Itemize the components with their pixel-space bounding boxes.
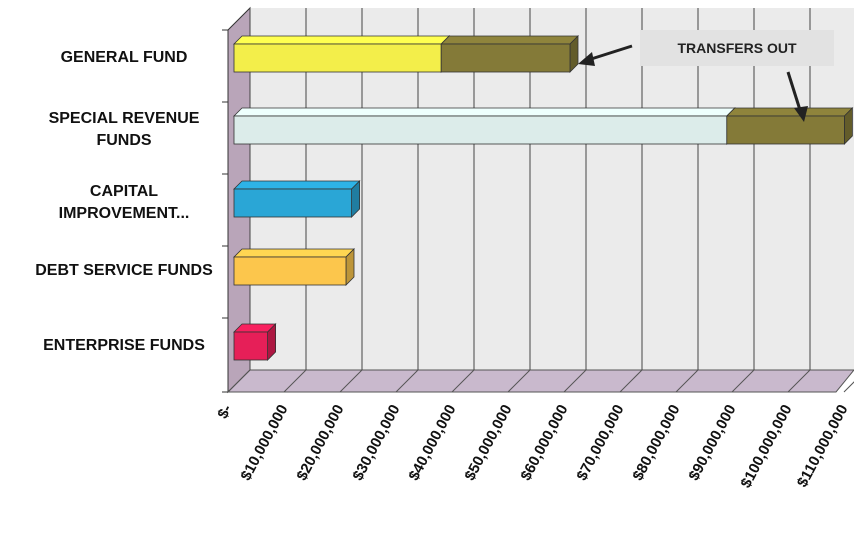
x-tick-label: $20,000,000: [293, 402, 347, 484]
floor-grid-line: [619, 369, 643, 393]
bar-top: [440, 35, 579, 45]
floor-grid-line: [731, 369, 755, 393]
x-tick-label: $110,000,000: [794, 402, 852, 490]
x-tick-label: $-: [214, 402, 235, 422]
arrowhead: [794, 106, 808, 122]
bar: [440, 43, 571, 73]
bar: [726, 115, 845, 145]
bar-top: [233, 107, 736, 117]
floor-grid-line: [227, 369, 251, 393]
floor: [226, 369, 854, 393]
x-tick-label: $90,000,000: [685, 402, 739, 484]
x-tick-label: $60,000,000: [517, 402, 571, 484]
bar: [233, 115, 728, 145]
category-label: GENERAL FUND: [60, 49, 188, 66]
arrowhead: [578, 52, 595, 66]
floor-grid-line: [451, 369, 475, 393]
bar-top: [725, 107, 854, 117]
x-tick-label: $100,000,000: [737, 402, 795, 491]
bar-top: [233, 180, 361, 190]
x-tick-label: $40,000,000: [405, 402, 459, 484]
bars: [233, 35, 854, 361]
floor-grid-line: [339, 369, 363, 393]
x-tick-label: $30,000,000: [349, 402, 403, 484]
bar: [233, 43, 442, 73]
annotation-text: TRANSFERS OUT: [678, 40, 797, 56]
annotation-box: [640, 30, 834, 66]
arrow: [587, 44, 633, 62]
x-tick-label: $70,000,000: [573, 402, 627, 484]
floor-grid-line: [395, 369, 419, 393]
x-tick-label: $10,000,000: [237, 402, 291, 484]
bar: [233, 256, 347, 286]
bar: [233, 188, 352, 218]
floor-grid-line: [787, 369, 811, 393]
floor-grid-line: [675, 369, 699, 393]
category-label: ENTERPRISE FUNDS: [43, 337, 205, 354]
x-ticks: $- $10,000,000 $20,000,000 $30,000,000 $40,0…: [214, 402, 851, 491]
bar: [233, 331, 268, 361]
floor-grid-line: [843, 381, 854, 393]
floor-grid-line: [563, 369, 587, 393]
x-tick-label: $80,000,000: [629, 402, 683, 484]
floor-grid-line: [283, 369, 307, 393]
category-label: CAPITAL IMPROVEMENT...: [58, 183, 190, 222]
category-label: DEBT SERVICE FUNDS: [35, 262, 213, 279]
bar-top: [233, 248, 355, 258]
bar-top: [233, 35, 451, 45]
x-tick-label: $50,000,000: [461, 402, 515, 484]
floor-grid-line: [507, 369, 531, 393]
arrow: [786, 71, 802, 111]
category-label: SPECIAL REVENUE FUNDS: [48, 110, 200, 149]
